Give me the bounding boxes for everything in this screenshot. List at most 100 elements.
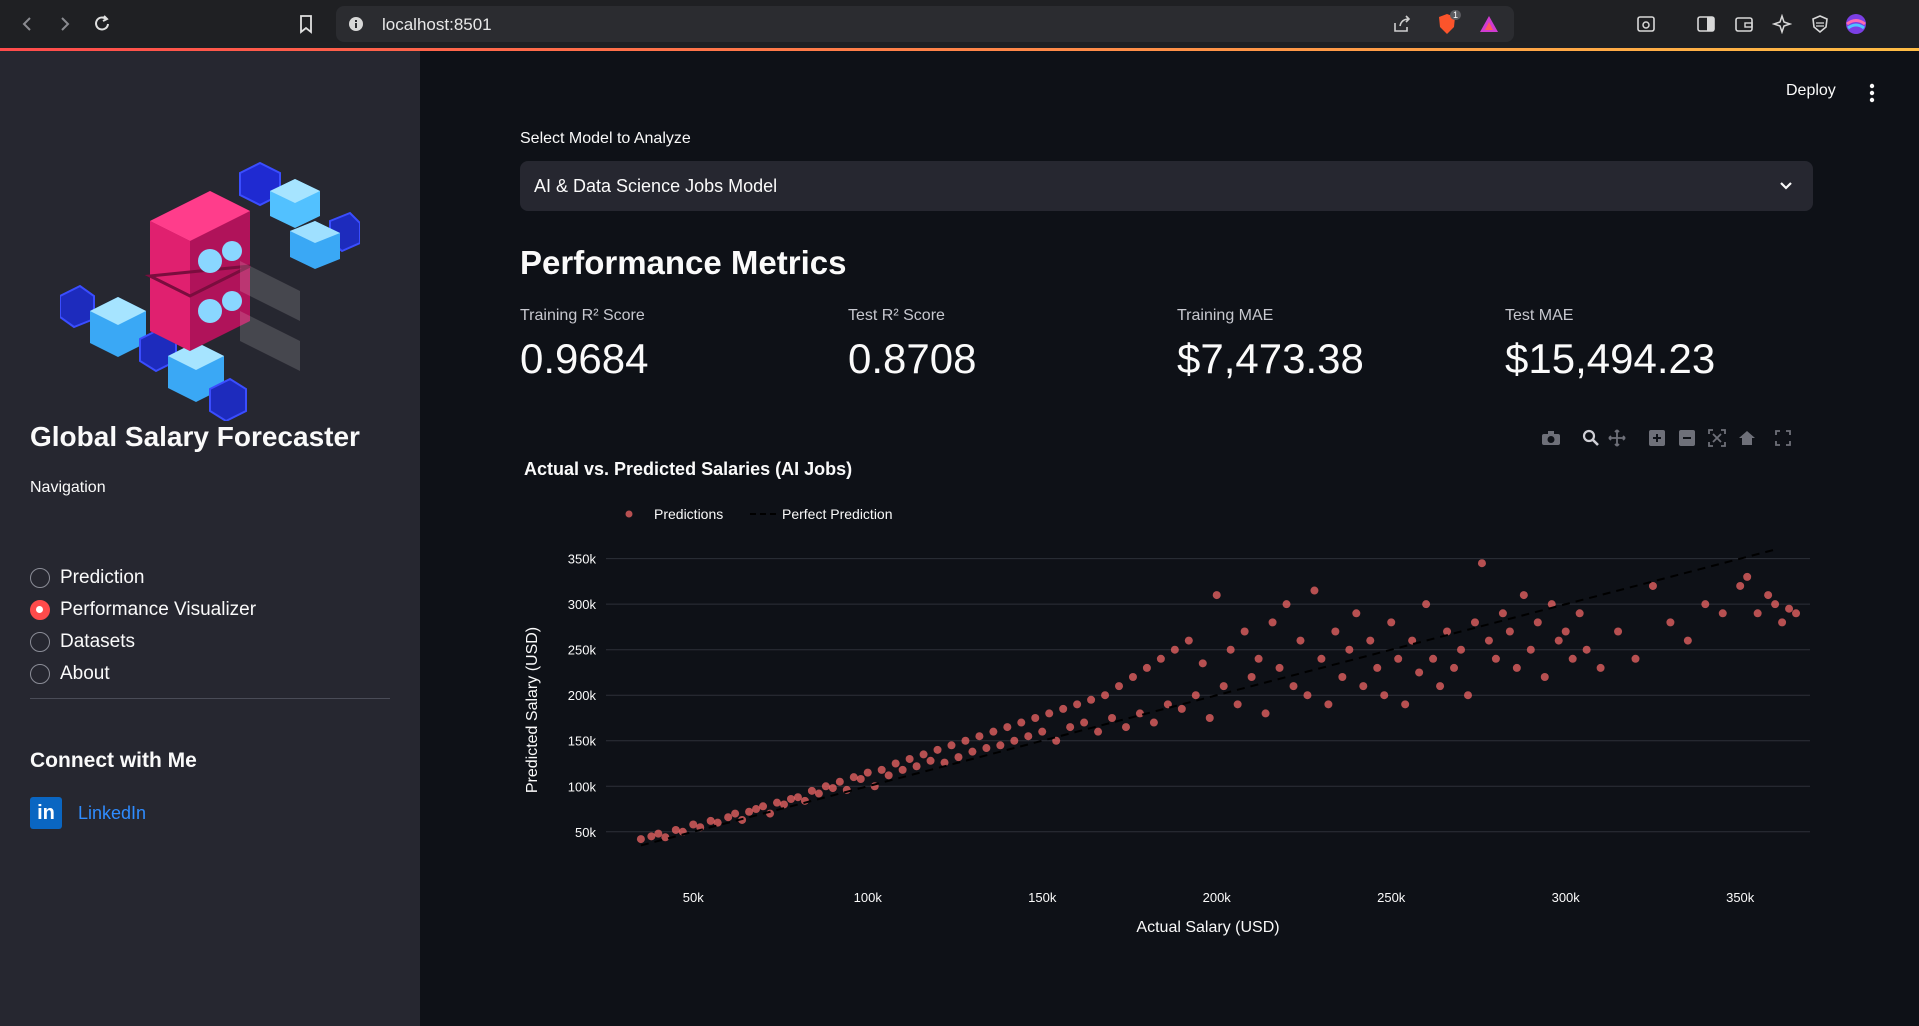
sidebar-toggle-button[interactable] bbox=[1692, 10, 1720, 38]
scatter-point[interactable] bbox=[954, 753, 963, 762]
back-button[interactable] bbox=[14, 10, 42, 38]
scatter-point[interactable] bbox=[1701, 600, 1710, 609]
scatter-point[interactable] bbox=[1247, 673, 1256, 682]
scatter-point[interactable] bbox=[1226, 645, 1235, 654]
scatter-point[interactable] bbox=[898, 765, 907, 774]
scatter-point[interactable] bbox=[1753, 609, 1762, 618]
legend-perfect-label[interactable]: Perfect Prediction bbox=[782, 506, 893, 522]
scatter-point[interactable] bbox=[1031, 713, 1040, 722]
scatter-point[interactable] bbox=[1422, 600, 1431, 609]
scatter-point[interactable] bbox=[661, 833, 670, 842]
scatter-point[interactable] bbox=[713, 818, 722, 827]
scatter-point[interactable] bbox=[1073, 700, 1082, 709]
radio-icon[interactable] bbox=[30, 600, 50, 620]
scatter-point[interactable] bbox=[689, 820, 698, 829]
scatter-point[interactable] bbox=[1296, 636, 1305, 645]
scatter-point[interactable] bbox=[1631, 654, 1640, 663]
home-icon[interactable] bbox=[1736, 427, 1758, 449]
scatter-point[interactable] bbox=[1547, 600, 1556, 609]
scatter-point[interactable] bbox=[1024, 732, 1033, 741]
scatter-point[interactable] bbox=[1108, 713, 1117, 722]
scatter-point[interactable] bbox=[779, 800, 788, 809]
scatter-point[interactable] bbox=[912, 762, 921, 771]
scatter-point[interactable] bbox=[835, 777, 844, 786]
scatter-point[interactable] bbox=[821, 782, 830, 791]
scatter-point[interactable] bbox=[1177, 704, 1186, 713]
scatter-point[interactable] bbox=[1059, 704, 1068, 713]
scatter-point[interactable] bbox=[1526, 645, 1535, 654]
scatter-point[interactable] bbox=[1066, 723, 1075, 732]
scatter-point[interactable] bbox=[1512, 663, 1521, 672]
scatter-point[interactable] bbox=[849, 773, 858, 782]
scatter-point[interactable] bbox=[1352, 609, 1361, 618]
scatter-point[interactable] bbox=[884, 771, 893, 780]
scatter-point[interactable] bbox=[1408, 636, 1417, 645]
scatter-point[interactable] bbox=[1240, 627, 1249, 636]
scatter-point[interactable] bbox=[786, 795, 795, 804]
share-icon[interactable] bbox=[1392, 15, 1412, 33]
scatter-point[interactable] bbox=[968, 747, 977, 756]
leo-ai-button[interactable] bbox=[1768, 10, 1796, 38]
scatter-point[interactable] bbox=[1736, 581, 1745, 590]
scatter-point[interactable] bbox=[1540, 673, 1549, 682]
profile-button[interactable] bbox=[1842, 10, 1870, 38]
scatter-point[interactable] bbox=[1115, 682, 1124, 691]
scatter-point[interactable] bbox=[1436, 682, 1445, 691]
scatter-point[interactable] bbox=[1648, 581, 1657, 590]
scatter-point[interactable] bbox=[1275, 663, 1284, 672]
scatter-point[interactable] bbox=[1038, 727, 1047, 736]
scatter-point[interactable] bbox=[773, 798, 782, 807]
scatter-point[interactable] bbox=[1310, 586, 1319, 595]
radio-icon[interactable] bbox=[30, 568, 50, 588]
scatter-point[interactable] bbox=[940, 758, 949, 767]
scatter-point[interactable] bbox=[1198, 659, 1207, 668]
scatter-point[interactable] bbox=[1149, 718, 1158, 727]
scatter-point[interactable] bbox=[1561, 627, 1570, 636]
scatter-point[interactable] bbox=[1191, 691, 1200, 700]
model-select[interactable]: AI & Data Science Jobs Model bbox=[520, 161, 1813, 211]
scatter-point[interactable] bbox=[1324, 700, 1333, 709]
scatter-point[interactable] bbox=[1052, 736, 1061, 745]
scatter-point[interactable] bbox=[863, 768, 872, 777]
scatter-point[interactable] bbox=[1345, 645, 1354, 654]
scatter-point[interactable] bbox=[1087, 695, 1096, 704]
scatter-point[interactable] bbox=[1268, 618, 1277, 627]
scatter-point[interactable] bbox=[671, 825, 680, 834]
scatter-point[interactable] bbox=[828, 784, 837, 793]
scatter-point[interactable] bbox=[759, 802, 768, 811]
scatter-point[interactable] bbox=[1614, 627, 1623, 636]
zoom-icon[interactable] bbox=[1580, 427, 1602, 449]
scatter-point[interactable] bbox=[1045, 709, 1054, 718]
nav-option-datasets[interactable]: Datasets bbox=[30, 629, 135, 655]
scatter-point[interactable] bbox=[1401, 700, 1410, 709]
scatter-point[interactable] bbox=[1463, 691, 1472, 700]
scatter-point[interactable] bbox=[1792, 609, 1801, 618]
scatter-point[interactable] bbox=[731, 809, 740, 818]
scatter-point[interactable] bbox=[706, 816, 715, 825]
scatter-point[interactable] bbox=[1491, 654, 1500, 663]
scatter-point[interactable] bbox=[919, 750, 928, 759]
scatter-point[interactable] bbox=[1554, 636, 1563, 645]
scatter-point[interactable] bbox=[1519, 591, 1528, 600]
main-menu-icon[interactable] bbox=[1862, 80, 1882, 106]
scatter-point[interactable] bbox=[1666, 618, 1675, 627]
nav-option-prediction[interactable]: Prediction bbox=[30, 565, 145, 591]
scatter-point[interactable] bbox=[1373, 663, 1382, 672]
scatter-point[interactable] bbox=[745, 807, 754, 816]
wallet-button[interactable] bbox=[1730, 10, 1758, 38]
reload-button[interactable] bbox=[88, 10, 116, 38]
scatter-point[interactable] bbox=[1135, 709, 1144, 718]
scatter-point[interactable] bbox=[856, 774, 865, 783]
scatter-point[interactable] bbox=[1317, 654, 1326, 663]
scatter-point[interactable] bbox=[1366, 636, 1375, 645]
vpn-button[interactable] bbox=[1806, 10, 1834, 38]
scatter-point[interactable] bbox=[1128, 673, 1137, 682]
scatter-point[interactable] bbox=[996, 741, 1005, 750]
scatter-point[interactable] bbox=[1003, 723, 1012, 732]
scatter-point[interactable] bbox=[1484, 636, 1493, 645]
scatter-point[interactable] bbox=[814, 789, 823, 798]
scatter-point[interactable] bbox=[1498, 609, 1507, 618]
scatter-point[interactable] bbox=[793, 793, 802, 802]
scatter-point[interactable] bbox=[1142, 663, 1151, 672]
zoom-out-icon[interactable] bbox=[1676, 427, 1698, 449]
